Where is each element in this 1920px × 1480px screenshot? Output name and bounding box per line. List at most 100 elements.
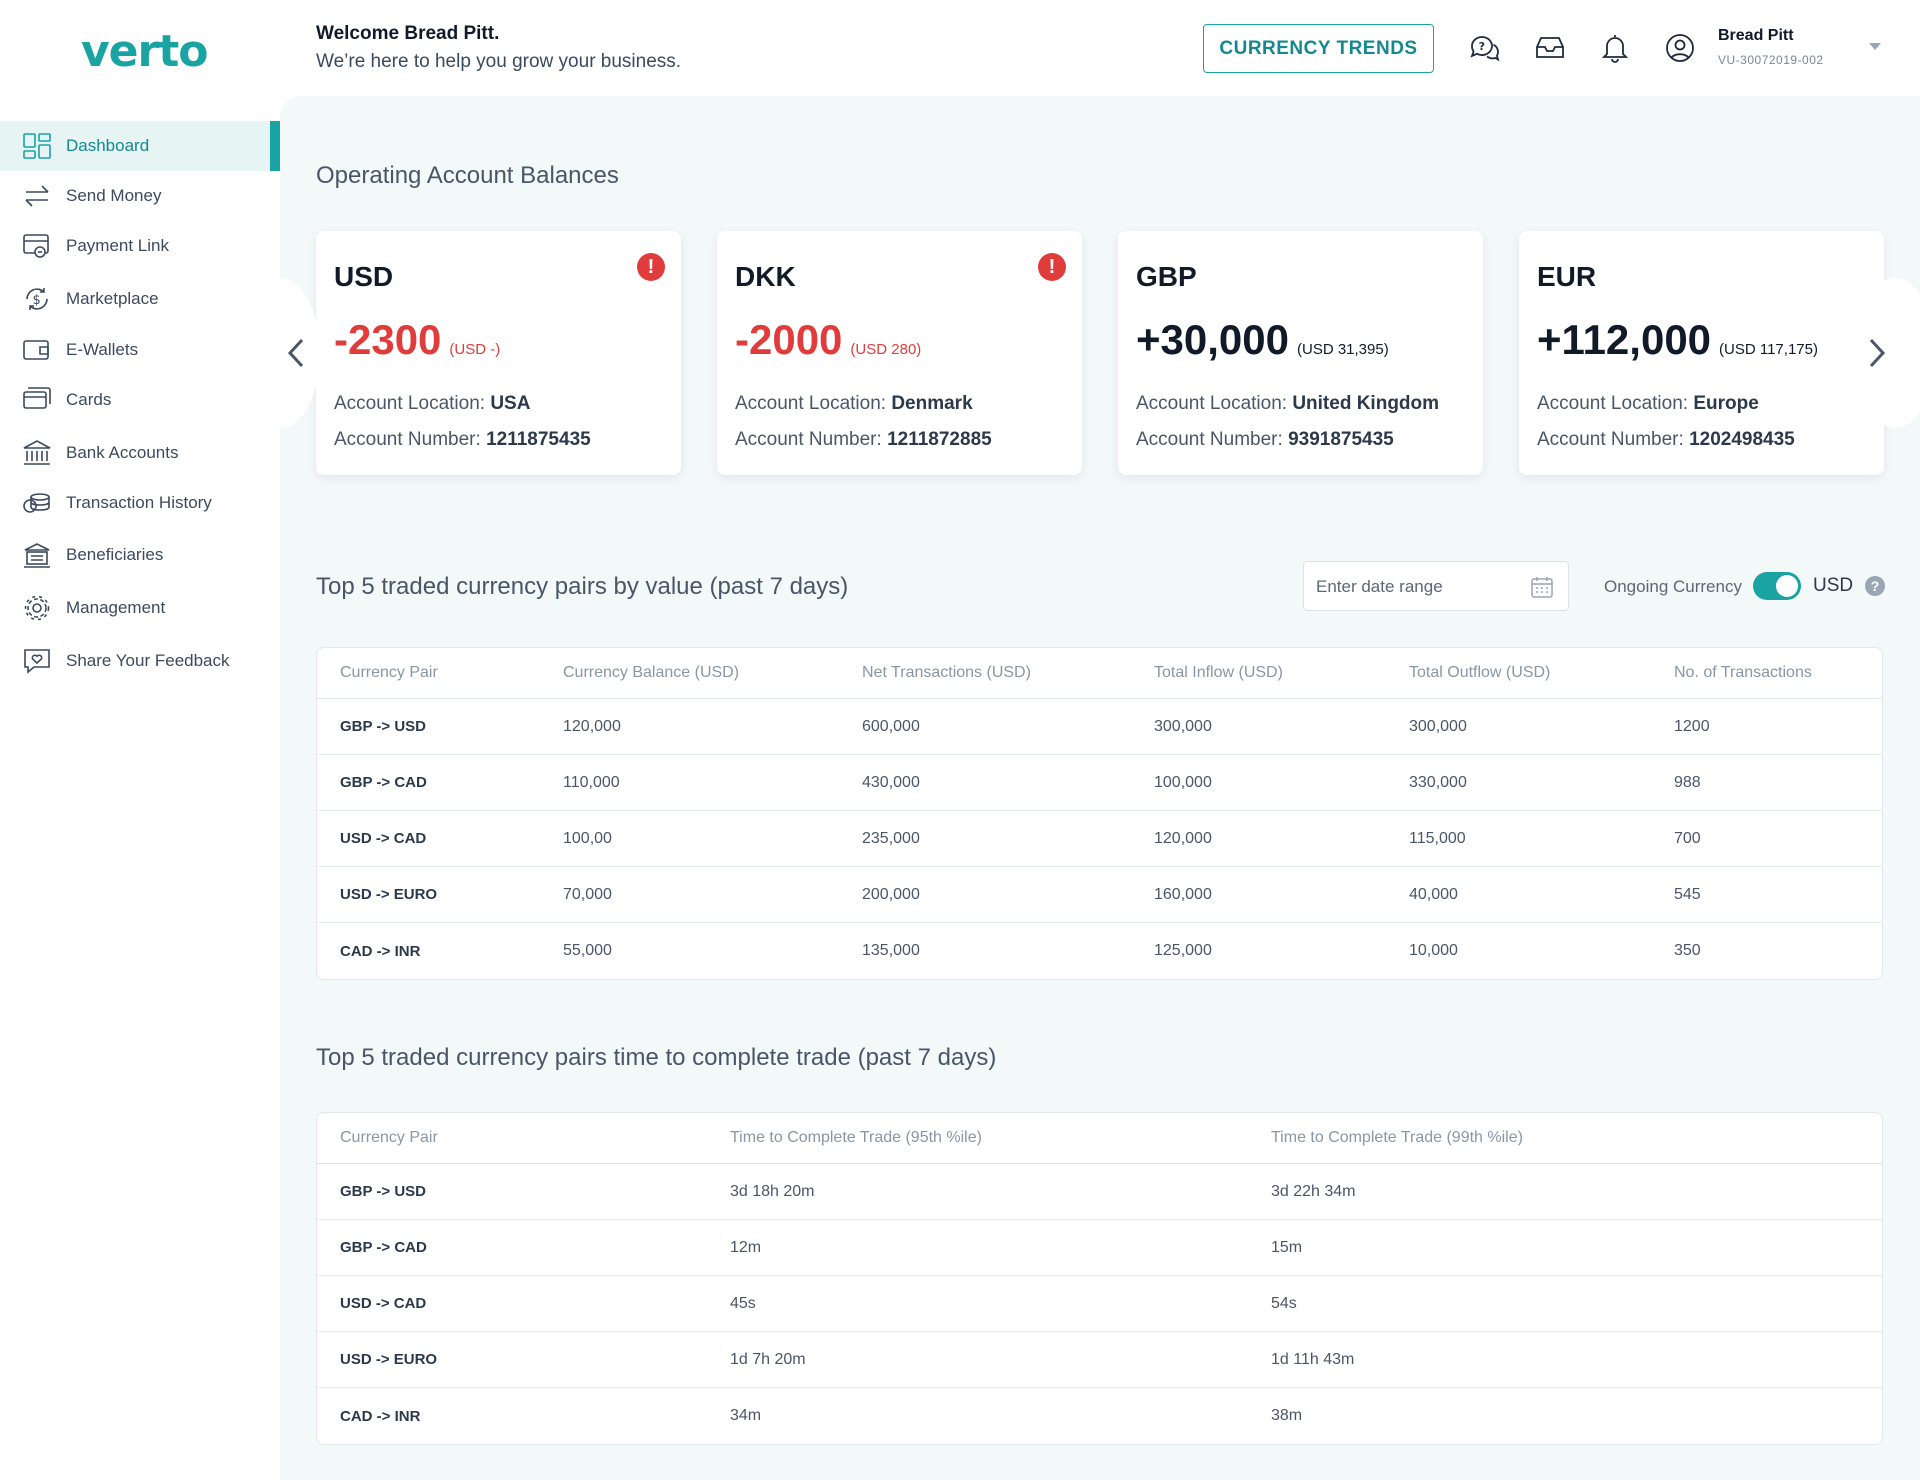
currency-pair: USD -> CAD bbox=[340, 830, 427, 847]
table-cell: 15m bbox=[1271, 1238, 1303, 1256]
table-header: Currency Pair Currency Balance (USD) Net… bbox=[317, 648, 1882, 699]
balance-card-gbp[interactable]: GBP +30,000 (USD 31,395) Account Location… bbox=[1118, 231, 1483, 475]
alert-icon[interactable]: ! bbox=[637, 253, 665, 281]
table-row[interactable]: GBP -> USD 3d 18h 20m 3d 22h 34m bbox=[317, 1164, 1882, 1220]
inbox-icon[interactable] bbox=[1533, 31, 1567, 65]
card-account-number: Account Number: 1202498435 bbox=[1537, 429, 1795, 450]
user-id: VU-30072019-002 bbox=[1718, 53, 1824, 67]
table-row[interactable]: USD -> EURO 70,000 200,000 160,000 40,00… bbox=[317, 867, 1882, 923]
card-currency: EUR bbox=[1537, 261, 1597, 292]
table-row[interactable]: CAD -> INR 34m 38m bbox=[317, 1388, 1882, 1444]
table-cell: 430,000 bbox=[862, 773, 920, 791]
table-row[interactable]: GBP -> CAD 110,000 430,000 100,000 330,0… bbox=[317, 755, 1882, 811]
currency-trends-button[interactable]: CURRENCY TRENDS bbox=[1203, 24, 1434, 73]
user-menu[interactable]: Bread Pitt VU-30072019-002 bbox=[1718, 27, 1824, 67]
balance-card-eur[interactable]: EUR +112,000 (USD 117,175) Account Locati… bbox=[1519, 231, 1884, 475]
bank-icon bbox=[23, 440, 51, 465]
date-range-input[interactable]: Enter date range bbox=[1303, 561, 1569, 611]
column-header[interactable]: Currency Pair bbox=[340, 664, 438, 681]
column-header[interactable]: Net Transactions (USD) bbox=[862, 664, 1031, 681]
table-cell: 1d 11h 43m bbox=[1271, 1350, 1355, 1368]
column-header[interactable]: Total Inflow (USD) bbox=[1154, 664, 1283, 681]
column-header[interactable]: Total Outflow (USD) bbox=[1409, 664, 1551, 681]
welcome-subtitle: We’re here to help you grow your busines… bbox=[316, 51, 682, 72]
column-header[interactable]: Currency Balance (USD) bbox=[563, 664, 740, 681]
table-cell: 55,000 bbox=[563, 942, 612, 959]
calendar-icon[interactable] bbox=[1530, 575, 1554, 599]
balance-card-dkk[interactable]: DKK ! -2000 (USD 280) Account Location: D… bbox=[717, 231, 1082, 475]
table-cell: 120,000 bbox=[563, 717, 621, 735]
table-row[interactable]: USD -> CAD 100,00 235,000 120,000 115,00… bbox=[317, 811, 1882, 867]
card-amount: -2000 (USD 280) bbox=[735, 316, 922, 363]
card-account-number: Account Number: 1211875435 bbox=[334, 429, 591, 450]
table-header: Currency Pair Time to Complete Trade (95… bbox=[317, 1113, 1882, 1164]
currency-pair: USD -> CAD bbox=[340, 1295, 427, 1312]
card-usd-equivalent: (USD -) bbox=[449, 341, 501, 358]
user-name: Bread Pitt bbox=[1718, 27, 1794, 44]
column-header[interactable]: Time to Complete Trade (95th %ile) bbox=[730, 1129, 982, 1146]
card-amount: +112,000 (USD 117,175) bbox=[1537, 316, 1818, 363]
carousel-prev-button[interactable] bbox=[240, 278, 320, 428]
balance-card-usd[interactable]: USD ! -2300 (USD -) Account Location: USA… bbox=[316, 231, 681, 475]
card-currency: GBP bbox=[1136, 261, 1197, 292]
payment-link-icon bbox=[23, 234, 49, 258]
sidebar-item-label: Management bbox=[66, 598, 166, 617]
pairs-value-table: Currency Pair Currency Balance (USD) Net… bbox=[316, 647, 1883, 980]
currency-pair: USD -> EURO bbox=[340, 1351, 438, 1368]
table-row[interactable]: GBP -> CAD 12m 15m bbox=[317, 1220, 1882, 1276]
card-usd-equivalent: (USD 117,175) bbox=[1719, 341, 1818, 358]
table-row[interactable]: USD -> EURO 1d 7h 20m 1d 11h 43m bbox=[317, 1332, 1882, 1388]
sidebar-item-bank-accounts[interactable]: Bank Accounts bbox=[0, 428, 280, 478]
table-row[interactable]: GBP -> USD 120,000 600,000 300,000 300,0… bbox=[317, 699, 1882, 755]
verto-logo[interactable]: verto bbox=[81, 26, 208, 77]
ongoing-currency-toggle[interactable] bbox=[1753, 572, 1801, 600]
sidebar-item-management[interactable]: Management bbox=[0, 583, 280, 633]
table-cell: 110,000 bbox=[563, 773, 620, 791]
sidebar-item-beneficiaries[interactable]: Beneficiaries bbox=[0, 530, 280, 580]
pairs-time-table: Currency Pair Time to Complete Trade (95… bbox=[316, 1112, 1883, 1445]
alert-icon[interactable]: ! bbox=[1038, 253, 1066, 281]
table-cell: 100,000 bbox=[1154, 773, 1212, 791]
table-cell: 3d 18h 20m bbox=[730, 1182, 815, 1200]
coins-icon bbox=[23, 493, 50, 513]
sidebar-item-share-feedback[interactable]: Share Your Feedback bbox=[0, 636, 280, 686]
table-cell: 300,000 bbox=[1409, 717, 1467, 735]
sidebar-item-e-wallets[interactable]: E-Wallets bbox=[0, 325, 280, 375]
table-cell: 100,00 bbox=[563, 829, 612, 847]
svg-text:$: $ bbox=[33, 293, 41, 308]
column-header[interactable]: Currency Pair bbox=[340, 1129, 438, 1146]
sidebar-item-payment-link[interactable]: Payment Link bbox=[0, 221, 280, 271]
main-content: Operating Account Balances USD ! -2300 (U… bbox=[240, 96, 1920, 1480]
sidebar-item-cards[interactable]: Cards bbox=[0, 375, 280, 425]
carousel-next-button[interactable] bbox=[1855, 278, 1920, 428]
table-cell: 125,000 bbox=[1154, 942, 1212, 959]
column-header[interactable]: No. of Transactions bbox=[1674, 664, 1812, 681]
table-cell: 34m bbox=[730, 1407, 762, 1424]
card-account-number: Account Number: 1211872885 bbox=[735, 429, 992, 450]
column-header[interactable]: Time to Complete Trade (99th %ile) bbox=[1271, 1129, 1523, 1146]
sidebar-item-transaction-history[interactable]: Transaction History bbox=[0, 478, 280, 528]
table-cell: 1d 7h 20m bbox=[730, 1350, 806, 1368]
table-cell: 988 bbox=[1674, 773, 1701, 791]
beneficiary-bank-icon bbox=[24, 543, 50, 568]
table-cell: 54s bbox=[1271, 1294, 1297, 1312]
user-circle-icon[interactable] bbox=[1663, 31, 1697, 65]
card-account-number: Account Number: 9391875435 bbox=[1136, 429, 1394, 450]
ongoing-currency-value: USD bbox=[1813, 575, 1854, 596]
sidebar-item-send-money[interactable]: Send Money bbox=[0, 171, 280, 221]
bell-icon[interactable] bbox=[1598, 31, 1632, 65]
table-cell: 10,000 bbox=[1409, 942, 1458, 959]
balances-title: Operating Account Balances bbox=[316, 162, 619, 189]
help-chat-icon[interactable]: ? bbox=[1467, 31, 1501, 65]
table-row[interactable]: CAD -> INR 55,000 135,000 125,000 10,000… bbox=[317, 923, 1882, 979]
table-cell: 38m bbox=[1271, 1407, 1303, 1424]
sidebar-item-marketplace[interactable]: $ Marketplace bbox=[0, 274, 280, 324]
card-currency: USD bbox=[334, 261, 394, 292]
cards-icon bbox=[23, 387, 51, 409]
sidebar-item-label: Marketplace bbox=[66, 289, 159, 308]
help-icon[interactable]: ? bbox=[1865, 576, 1885, 596]
chevron-down-icon[interactable] bbox=[1869, 43, 1881, 50]
sidebar-item-dashboard[interactable]: Dashboard bbox=[0, 121, 280, 171]
table-row[interactable]: USD -> CAD 45s 54s bbox=[317, 1276, 1882, 1332]
sidebar-item-label: Dashboard bbox=[66, 136, 150, 155]
